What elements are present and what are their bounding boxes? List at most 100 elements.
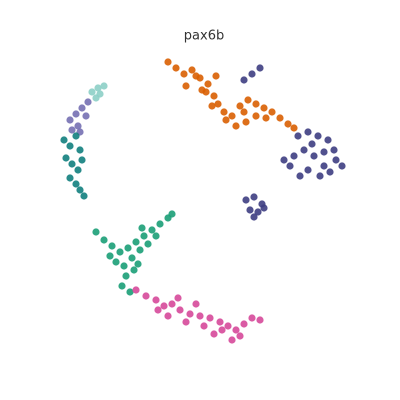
point bbox=[204, 80, 212, 88]
point bbox=[250, 193, 258, 201]
point bbox=[132, 286, 140, 294]
point bbox=[168, 300, 176, 308]
point bbox=[214, 100, 222, 108]
point bbox=[120, 262, 128, 270]
point bbox=[294, 132, 302, 140]
point bbox=[256, 64, 264, 72]
point bbox=[180, 70, 188, 78]
point bbox=[84, 98, 92, 106]
point bbox=[240, 320, 248, 328]
point bbox=[304, 166, 312, 174]
point bbox=[122, 272, 130, 280]
point bbox=[100, 236, 108, 244]
point bbox=[246, 206, 254, 214]
point bbox=[126, 288, 134, 296]
point bbox=[232, 122, 240, 130]
point bbox=[310, 152, 318, 160]
point bbox=[206, 314, 214, 322]
point bbox=[186, 310, 194, 318]
point bbox=[160, 302, 168, 310]
point bbox=[304, 128, 312, 136]
point bbox=[326, 168, 334, 176]
point bbox=[338, 162, 346, 170]
point bbox=[276, 114, 284, 122]
point bbox=[154, 306, 162, 314]
point bbox=[208, 102, 216, 110]
point bbox=[320, 148, 328, 156]
point bbox=[256, 316, 264, 324]
point bbox=[216, 318, 224, 326]
point bbox=[308, 140, 316, 148]
point bbox=[172, 64, 180, 72]
point bbox=[136, 246, 144, 254]
point bbox=[236, 332, 244, 340]
point bbox=[148, 226, 156, 234]
point bbox=[290, 124, 298, 132]
point bbox=[280, 156, 288, 164]
point bbox=[198, 86, 206, 94]
point bbox=[252, 112, 260, 120]
point bbox=[66, 142, 74, 150]
point bbox=[164, 58, 172, 66]
point bbox=[140, 232, 148, 240]
point bbox=[330, 146, 338, 154]
point bbox=[66, 116, 74, 124]
point bbox=[290, 152, 298, 160]
point bbox=[96, 90, 104, 98]
point bbox=[118, 282, 126, 290]
point bbox=[132, 238, 140, 246]
point bbox=[210, 330, 218, 338]
point bbox=[76, 146, 84, 154]
point bbox=[188, 66, 196, 74]
point bbox=[240, 108, 248, 116]
point bbox=[242, 118, 250, 126]
point bbox=[228, 336, 236, 344]
point bbox=[250, 213, 258, 221]
point bbox=[156, 220, 164, 228]
point bbox=[224, 322, 232, 330]
point bbox=[196, 312, 204, 320]
point bbox=[182, 318, 190, 326]
point bbox=[152, 232, 160, 240]
point bbox=[68, 126, 76, 134]
point bbox=[128, 254, 136, 262]
point bbox=[92, 228, 100, 236]
point bbox=[80, 192, 88, 200]
point bbox=[314, 132, 322, 140]
point bbox=[232, 326, 240, 334]
point bbox=[82, 112, 90, 120]
point bbox=[106, 252, 114, 260]
point bbox=[168, 210, 176, 218]
point bbox=[76, 186, 84, 194]
point bbox=[218, 326, 226, 334]
point bbox=[210, 92, 218, 100]
point bbox=[316, 172, 324, 180]
point bbox=[254, 208, 262, 216]
point bbox=[88, 88, 96, 96]
point bbox=[174, 294, 182, 302]
point bbox=[144, 240, 152, 248]
point bbox=[78, 104, 86, 112]
point bbox=[248, 70, 256, 78]
point bbox=[78, 156, 86, 164]
point bbox=[108, 242, 116, 250]
point bbox=[116, 248, 124, 256]
point bbox=[164, 312, 172, 320]
point bbox=[66, 174, 74, 182]
point bbox=[332, 156, 340, 164]
point bbox=[252, 100, 260, 108]
point bbox=[240, 76, 248, 84]
point bbox=[296, 172, 304, 180]
point bbox=[260, 104, 268, 112]
point bbox=[268, 108, 276, 116]
point bbox=[260, 204, 268, 212]
point bbox=[72, 180, 80, 188]
point bbox=[284, 120, 292, 128]
point bbox=[192, 72, 200, 80]
point bbox=[60, 136, 68, 144]
point bbox=[74, 166, 82, 174]
point bbox=[220, 108, 228, 116]
point bbox=[242, 196, 250, 204]
point bbox=[134, 260, 142, 268]
